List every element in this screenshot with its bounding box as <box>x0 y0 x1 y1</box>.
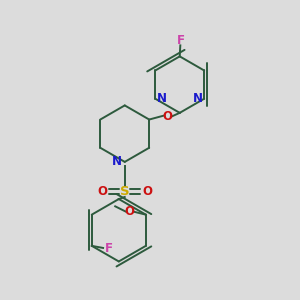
Text: O: O <box>162 110 172 123</box>
Text: F: F <box>105 242 113 255</box>
Text: O: O <box>98 185 107 198</box>
Text: N: N <box>111 155 122 168</box>
Text: N: N <box>157 92 167 105</box>
Text: N: N <box>193 92 202 105</box>
Text: F: F <box>177 34 185 46</box>
Text: O: O <box>142 185 152 198</box>
Text: S: S <box>120 185 130 198</box>
Text: O: O <box>124 205 134 218</box>
